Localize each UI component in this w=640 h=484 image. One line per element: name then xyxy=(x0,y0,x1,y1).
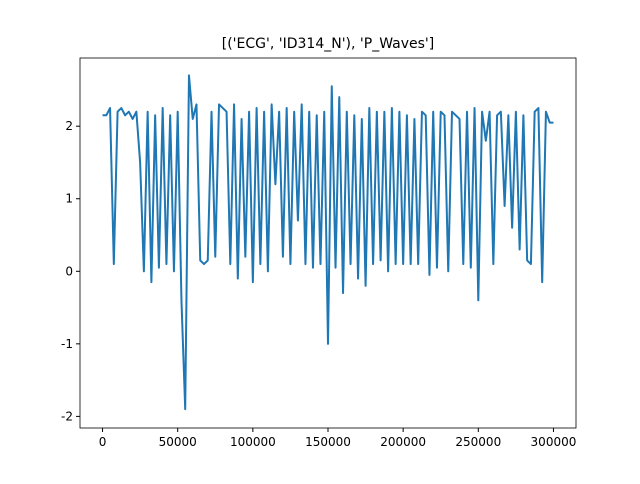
x-tick-label: 200000 xyxy=(380,435,426,449)
y-tick-label: -2 xyxy=(61,409,73,423)
plot-frame xyxy=(79,57,577,429)
x-tick-label: 250000 xyxy=(455,435,501,449)
y-tick-label: -1 xyxy=(61,337,73,351)
x-tick-label: 50000 xyxy=(159,435,197,449)
x-tick-label: 100000 xyxy=(230,435,276,449)
y-tick-label: 2 xyxy=(65,119,73,133)
x-tick-label: 300000 xyxy=(531,435,577,449)
y-tick-label: 0 xyxy=(65,264,73,278)
y-tick-label: 1 xyxy=(65,192,73,206)
line xyxy=(102,74,554,411)
chart-title: [('ECG', 'ID314_N'), 'P_Waves'] xyxy=(222,36,434,52)
x-tick-label: 150000 xyxy=(305,435,351,449)
x-tick-label: 0 xyxy=(99,435,107,449)
